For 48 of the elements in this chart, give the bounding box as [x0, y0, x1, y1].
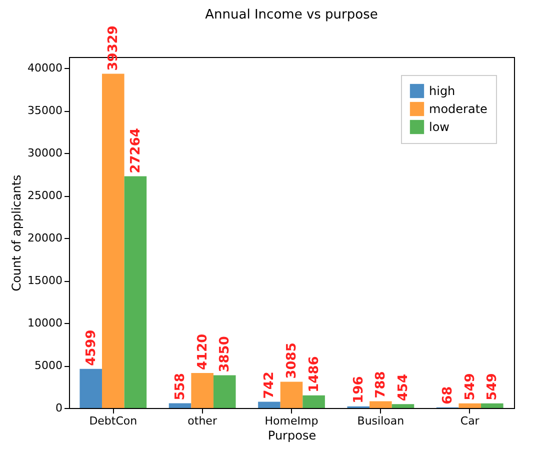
y-tick-label: 30000: [28, 146, 62, 160]
x-tick-label: Busiloan: [357, 414, 404, 428]
data-label: 788: [374, 371, 389, 398]
data-label: 4120: [195, 334, 210, 370]
data-label: 39329: [106, 26, 122, 71]
bar: [370, 401, 392, 408]
bar: [191, 372, 214, 408]
x-axis-title: Purpose: [268, 428, 316, 442]
bar: [392, 404, 414, 408]
bar: [80, 368, 102, 408]
bar: [280, 382, 303, 408]
bar: [102, 74, 124, 408]
bar: [458, 403, 482, 408]
legend-label: high: [429, 84, 456, 98]
y-tick-label: 40000: [28, 62, 62, 75]
x-tick-label: Car: [460, 414, 480, 428]
legend-label: low: [429, 120, 450, 134]
y-tick-label: 10000: [28, 316, 62, 330]
data-label: 3085: [284, 342, 300, 379]
data-label: 196: [351, 376, 366, 404]
chart-title: Annual Income vs purpose: [205, 8, 378, 23]
y-tick-label: 15000: [28, 274, 62, 288]
bar: [258, 402, 280, 408]
data-label: 454: [396, 374, 411, 402]
bar: [213, 375, 236, 408]
y-tick-label: 0: [56, 402, 62, 414]
x-tick-label: DebtCon: [89, 414, 138, 428]
bar: [302, 395, 325, 408]
data-label: 549: [462, 373, 478, 400]
legend-label: moderate: [429, 102, 488, 116]
y-tick-label: 35000: [28, 104, 62, 118]
data-label: 549: [485, 373, 500, 400]
data-label: 4599: [84, 330, 99, 366]
data-label: 1486: [306, 356, 322, 392]
y-tick-label: 20000: [28, 232, 62, 245]
data-label: 558: [173, 373, 188, 400]
bar: [124, 176, 147, 408]
y-axis-title: Count of applicants: [10, 174, 24, 292]
data-label: 68: [440, 386, 456, 404]
data-label: 27264: [128, 128, 144, 174]
bar: [168, 403, 192, 408]
x-tick-label: other: [188, 414, 218, 428]
y-tick-label: 5000: [34, 359, 62, 372]
data-label: 3850: [218, 336, 233, 372]
data-label: 742: [262, 372, 278, 399]
bar: [481, 403, 504, 408]
x-tick-label: HomeImp: [264, 414, 318, 428]
y-tick-label: 25000: [28, 189, 62, 202]
